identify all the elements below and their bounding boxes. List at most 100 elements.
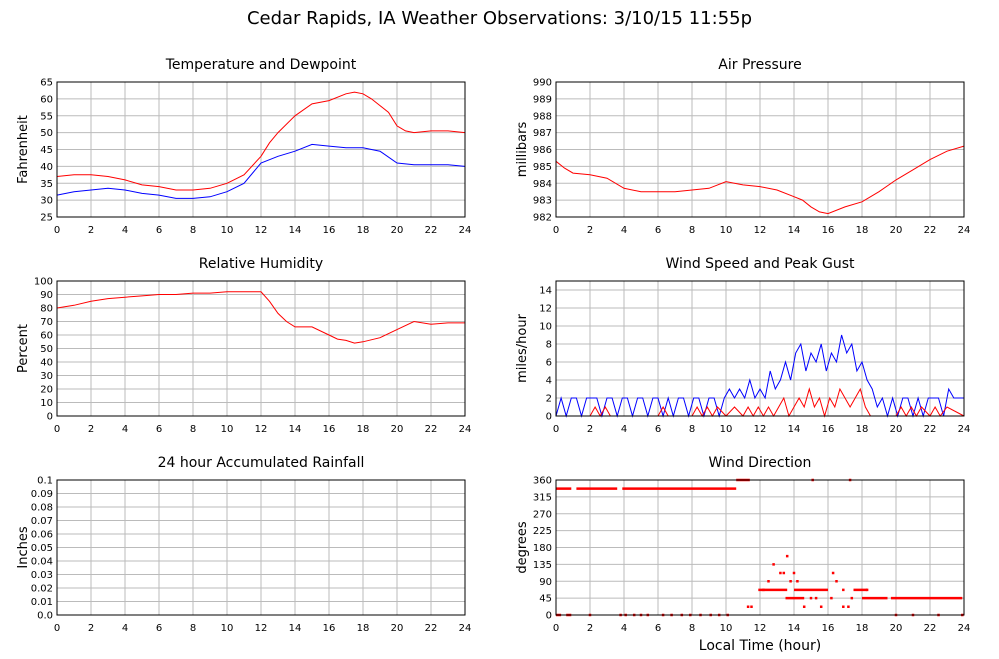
relative-humidity-ytick-label: 100 [34,277,53,288]
wind-speed-and-peak-gust-xtick-label: 20 [890,424,903,435]
wind-direction-xtick-label: 4 [621,623,627,634]
wind-speed-and-peak-gust-xtick-label: 10 [720,424,733,435]
wind-direction-xtick-label: 18 [856,623,869,634]
wind-direction-xtick-label: 6 [655,623,661,634]
wind-direction-title: Wind Direction [709,455,812,471]
wind-direction-xtick-label: 16 [822,623,835,634]
wind-direction-series-red-point [809,596,813,600]
wind-speed-and-peak-gust-ytick-label: 12 [539,304,552,315]
main-title: Cedar Rapids, IA Weather Observations: 3… [246,8,753,29]
relative-humidity-ytick-label: 40 [40,358,53,369]
wind-speed-and-peak-gust-xtick-label: 24 [958,424,971,435]
air-pressure-ytick-label: 986 [533,145,552,156]
wind-speed-and-peak-gust-xtick-label: 12 [754,424,767,435]
wind-speed-and-peak-gust-series-blue-line [555,334,964,418]
wind-direction-series-red-point [814,596,818,600]
air-pressure-ytick-label: 989 [533,94,552,105]
temperature-and-dewpoint-xtick-label: 8 [190,225,196,236]
wind-speed-and-peak-gust-xtick-label: 16 [822,424,835,435]
air-pressure-ytick-label: 983 [533,196,552,207]
wind-direction-series-red-point [789,580,792,583]
relative-humidity-ytick-label: 20 [40,385,53,396]
wind-direction-ytick-label: 315 [533,492,552,503]
wind-direction-frame [555,479,965,616]
wind-speed-and-peak-gust-xtick-label: 18 [856,424,869,435]
wind-direction-series-red-point [785,554,789,558]
wind-speed-and-peak-gust-ytick-label: 4 [546,376,552,387]
temperature-and-dewpoint-xtick-label: 16 [323,225,336,236]
wind-speed-and-peak-gust-ytick-label: 8 [546,340,552,351]
wind-direction-xtick-label: 22 [924,623,937,634]
wind-direction-series-red-point [842,605,845,608]
wind-speed-and-peak-gust-xtick-label: 0 [553,424,559,435]
wind-direction-xtick-label: 24 [958,623,971,634]
relative-humidity-xtick-label: 10 [221,424,234,435]
relative-humidity-xtick-label: 4 [122,424,128,435]
wind-direction-series-red-point [850,596,854,600]
air-pressure-xtick-label: 14 [788,225,801,236]
wind-speed-and-peak-gust-xtick-label: 14 [788,424,801,435]
wind-direction-ytick-label: 0 [546,611,552,622]
relative-humidity-frame [56,280,466,417]
air-pressure-xtick-label: 0 [553,225,559,236]
wind-direction-series-red-point [835,580,838,583]
temperature-and-dewpoint-ytick-label: 30 [40,196,53,207]
wind-direction-series-red-point [779,571,782,575]
temperature-and-dewpoint-ylabel: Fahrenheit [16,115,31,184]
wind-speed-and-peak-gust-ytick-label: 6 [546,358,552,369]
relative-humidity-xtick-label: 0 [54,424,60,435]
wind-direction-xtick-label: 20 [890,623,903,634]
wind-direction-series-red-point [796,580,799,583]
relative-humidity-ytick-label: 50 [40,344,53,355]
wind-direction-series-red-point [762,588,765,592]
air-pressure-frame [555,81,965,218]
wind-direction-ytick-label: 360 [533,476,552,487]
air-pressure-ytick-label: 988 [533,111,552,122]
temperature-and-dewpoint-xtick-label: 18 [357,225,370,236]
relative-humidity-ytick-label: 80 [40,304,53,315]
air-pressure-xtick-label: 10 [720,225,733,236]
wind-direction-series-red-point [831,571,835,575]
temperature-and-dewpoint-series-red-line [56,91,466,191]
relative-humidity-xtick-label: 6 [156,424,162,435]
relative-humidity-xtick-label: 2 [88,424,94,435]
wind-speed-and-peak-gust-title: Wind Speed and Peak Gust [666,256,855,272]
temperature-and-dewpoint-xtick-label: 10 [221,225,234,236]
wind-direction-series-red-point [746,605,750,608]
wind-speed-and-peak-gust-frame [555,280,965,417]
wind-direction-series-red-point [865,588,869,592]
wind-direction-ylabel: degrees [515,521,530,574]
24-hour-accumulated-rainfall-ytick-label: 0.05 [31,543,53,554]
temperature-and-dewpoint-xtick-label: 2 [88,225,94,236]
air-pressure-ytick-label: 982 [533,213,552,224]
air-pressure-xtick-label: 20 [890,225,903,236]
wind-speed-and-peak-gust-xtick-label: 8 [689,424,695,435]
relative-humidity-xtick-label: 12 [255,424,268,435]
24-hour-accumulated-rainfall-ytick-label: 0.01 [31,597,53,608]
wind-speed-and-peak-gust-ytick-label: 2 [546,394,552,405]
wind-speed-and-peak-gust-ytick-label: 0 [546,412,552,423]
wind-speed-and-peak-gust-xtick-label: 4 [621,424,627,435]
relative-humidity-xtick-label: 18 [357,424,370,435]
24-hour-accumulated-rainfall-xtick-label: 16 [323,623,336,634]
temperature-and-dewpoint-ytick-label: 65 [40,78,53,89]
wind-direction-series-red-point [830,596,833,600]
temperature-and-dewpoint-xtick-label: 24 [459,225,472,236]
wind-speed-and-peak-gust-xtick-label: 2 [587,424,593,435]
temperature-and-dewpoint-xtick-label: 4 [122,225,128,236]
wind-direction-xtick-label: 2 [587,623,593,634]
wind-direction-ytick-label: 90 [539,577,552,588]
24-hour-accumulated-rainfall-xtick-label: 20 [391,623,404,634]
24-hour-accumulated-rainfall-ytick-label: 0.02 [31,584,53,595]
24-hour-accumulated-rainfall-xtick-label: 12 [255,623,268,634]
relative-humidity-ytick-label: 90 [40,290,53,301]
24-hour-accumulated-rainfall-xtick-label: 22 [425,623,438,634]
relative-humidity-xtick-label: 16 [323,424,336,435]
relative-humidity-xtick-label: 22 [425,424,438,435]
24-hour-accumulated-rainfall-xtick-label: 6 [156,623,162,634]
air-pressure-series-red-line [555,145,965,215]
air-pressure-xtick-label: 4 [621,225,627,236]
